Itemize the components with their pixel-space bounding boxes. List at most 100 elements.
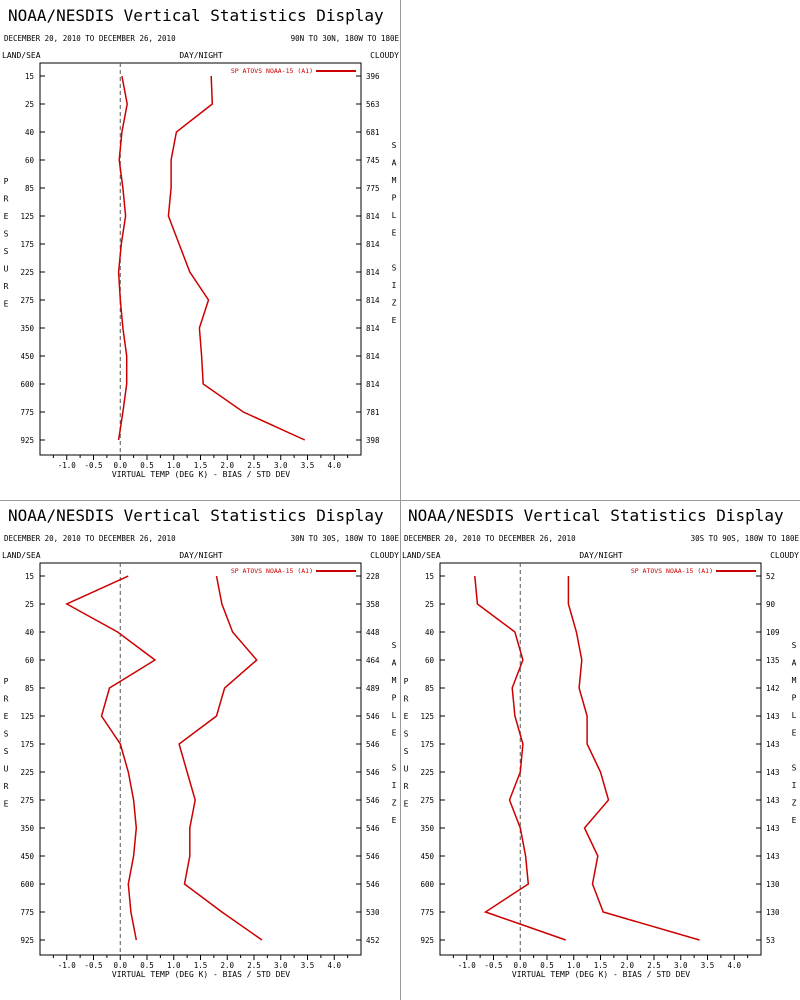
pressure-level-label: 775 bbox=[20, 408, 34, 417]
sample-size-value: 775 bbox=[366, 184, 380, 193]
sample-size-value: 143 bbox=[766, 712, 780, 721]
x-tick-label: -1.0 bbox=[58, 961, 77, 970]
pressure-level-label: 125 bbox=[20, 712, 34, 721]
sample-size-axis-letter: E bbox=[392, 816, 397, 825]
pressure-level-label: 60 bbox=[25, 656, 35, 665]
sample-size-value: 489 bbox=[366, 684, 380, 693]
pressure-level-label: 775 bbox=[420, 908, 434, 917]
cloudy-label: CLOUDY bbox=[770, 551, 799, 560]
sample-size-value: 448 bbox=[366, 628, 380, 637]
pressure-level-label: 175 bbox=[20, 740, 34, 749]
plot-frame bbox=[439, 562, 762, 956]
display-title: NOAA/NESDIS Vertical Statistics Display bbox=[408, 506, 784, 525]
sample-size-axis-letter: Z bbox=[792, 799, 797, 808]
pressure-level-label: 925 bbox=[20, 436, 34, 445]
pressure-level-label: 175 bbox=[420, 740, 434, 749]
pressure-level-label: 15 bbox=[425, 572, 434, 581]
chart-panel: NOAA/NESDIS Vertical Statistics Display D… bbox=[0, 0, 400, 500]
sample-size-value: 398 bbox=[366, 436, 380, 445]
pressure-level-label: 60 bbox=[425, 656, 435, 665]
pressure-level-label: 125 bbox=[20, 212, 34, 221]
sample-size-value: 745 bbox=[366, 156, 380, 165]
date-range: DECEMBER 20, 2010 TO DECEMBER 26, 2010 bbox=[404, 534, 576, 543]
x-tick-label: 2.0 bbox=[620, 961, 634, 970]
pressure-level-label: 225 bbox=[20, 268, 34, 277]
std-dev-line bbox=[167, 75, 306, 441]
sample-size-value: 814 bbox=[366, 380, 380, 389]
x-tick-label: 1.5 bbox=[594, 961, 608, 970]
pressure-level-label: 450 bbox=[20, 852, 34, 861]
pressure-axis-letter: S bbox=[404, 747, 409, 756]
sample-size-value: 681 bbox=[366, 128, 380, 137]
x-tick-label: 1.5 bbox=[194, 461, 208, 470]
sample-size-value: 546 bbox=[366, 740, 380, 749]
pressure-level-label: 275 bbox=[420, 796, 434, 805]
sample-size-value: 143 bbox=[766, 824, 780, 833]
pressure-axis-letter: P bbox=[404, 677, 409, 686]
sample-size-value: 90 bbox=[766, 600, 776, 609]
legend-label: SP ATOVS NOAA-15 (A1) bbox=[231, 567, 313, 575]
day-night-label: DAY/NIGHT bbox=[579, 551, 623, 560]
chart-panel: NOAA/NESDIS Vertical Statistics Display D… bbox=[0, 500, 400, 1000]
sample-size-axis-letter: Z bbox=[392, 299, 397, 308]
pressure-axis-letter: R bbox=[4, 695, 9, 704]
region-label: 30N TO 30S, 180W TO 180E bbox=[291, 534, 400, 543]
sample-size-value: 781 bbox=[366, 408, 380, 417]
pressure-level-label: 175 bbox=[20, 240, 34, 249]
sample-size-axis-letter: S bbox=[792, 641, 797, 650]
pressure-level-label: 350 bbox=[20, 824, 34, 833]
pressure-axis-letter: E bbox=[4, 800, 9, 809]
pressure-level-label: 25 bbox=[25, 100, 34, 109]
sample-size-value: 109 bbox=[766, 628, 780, 637]
sample-size-axis-letter: L bbox=[792, 711, 797, 720]
sample-size-value: 546 bbox=[366, 768, 380, 777]
sample-size-axis-letter: M bbox=[392, 176, 397, 185]
date-range: DECEMBER 20, 2010 TO DECEMBER 26, 2010 bbox=[4, 534, 176, 543]
display-title: NOAA/NESDIS Vertical Statistics Display bbox=[8, 506, 384, 525]
region-label: 90N TO 30N, 180W TO 180E bbox=[291, 34, 400, 43]
sample-size-value: 814 bbox=[366, 296, 380, 305]
x-tick-label: 2.5 bbox=[647, 961, 661, 970]
x-axis-label: VIRTUAL TEMP (DEG K) - BIAS / STD DEV bbox=[112, 970, 290, 979]
x-tick-label: -0.5 bbox=[84, 461, 102, 470]
sample-size-axis-letter: S bbox=[392, 641, 397, 650]
sample-size-axis-letter: I bbox=[392, 281, 397, 290]
pressure-axis-letter: U bbox=[4, 765, 9, 774]
x-tick-label: 4.0 bbox=[327, 461, 341, 470]
pressure-axis-letter: R bbox=[404, 782, 409, 791]
sample-size-axis-letter: S bbox=[392, 141, 397, 150]
pressure-axis-letter: U bbox=[404, 765, 409, 774]
sample-size-axis-letter: E bbox=[392, 316, 397, 325]
sample-size-value: 452 bbox=[366, 936, 380, 945]
sample-size-axis-letter: E bbox=[792, 729, 797, 738]
sample-size-value: 814 bbox=[366, 324, 380, 333]
pressure-level-label: 40 bbox=[25, 628, 35, 637]
land-sea-label: LAND/SEA bbox=[402, 551, 441, 560]
pressure-axis-letter: P bbox=[4, 177, 9, 186]
sample-size-axis-letter: A bbox=[392, 159, 397, 168]
x-tick-label: -1.0 bbox=[458, 961, 477, 970]
sample-size-axis-letter: S bbox=[392, 264, 397, 273]
sample-size-axis-letter: Z bbox=[392, 799, 397, 808]
pressure-axis-letter: R bbox=[404, 695, 409, 704]
sample-size-value: 52 bbox=[766, 572, 775, 581]
x-tick-label: 0.0 bbox=[113, 961, 127, 970]
x-axis-label: VIRTUAL TEMP (DEG K) - BIAS / STD DEV bbox=[112, 470, 290, 479]
std-dev-line bbox=[567, 576, 700, 941]
pressure-level-label: 600 bbox=[420, 880, 434, 889]
x-tick-label: 3.0 bbox=[674, 961, 688, 970]
x-tick-label: 2.5 bbox=[247, 461, 261, 470]
sample-size-value: 546 bbox=[366, 852, 380, 861]
sample-size-value: 135 bbox=[766, 656, 780, 665]
sample-size-value: 358 bbox=[366, 600, 380, 609]
pressure-level-label: 775 bbox=[20, 908, 34, 917]
pressure-level-label: 350 bbox=[20, 324, 34, 333]
sample-size-axis-letter: A bbox=[392, 659, 397, 668]
region-label: 30S TO 90S, 180W TO 180E bbox=[691, 534, 800, 543]
sample-size-value: 142 bbox=[766, 684, 780, 693]
pressure-level-label: 225 bbox=[420, 768, 434, 777]
x-tick-label: 0.0 bbox=[113, 461, 127, 470]
pressure-level-label: 25 bbox=[25, 600, 34, 609]
pressure-level-label: 60 bbox=[25, 156, 35, 165]
